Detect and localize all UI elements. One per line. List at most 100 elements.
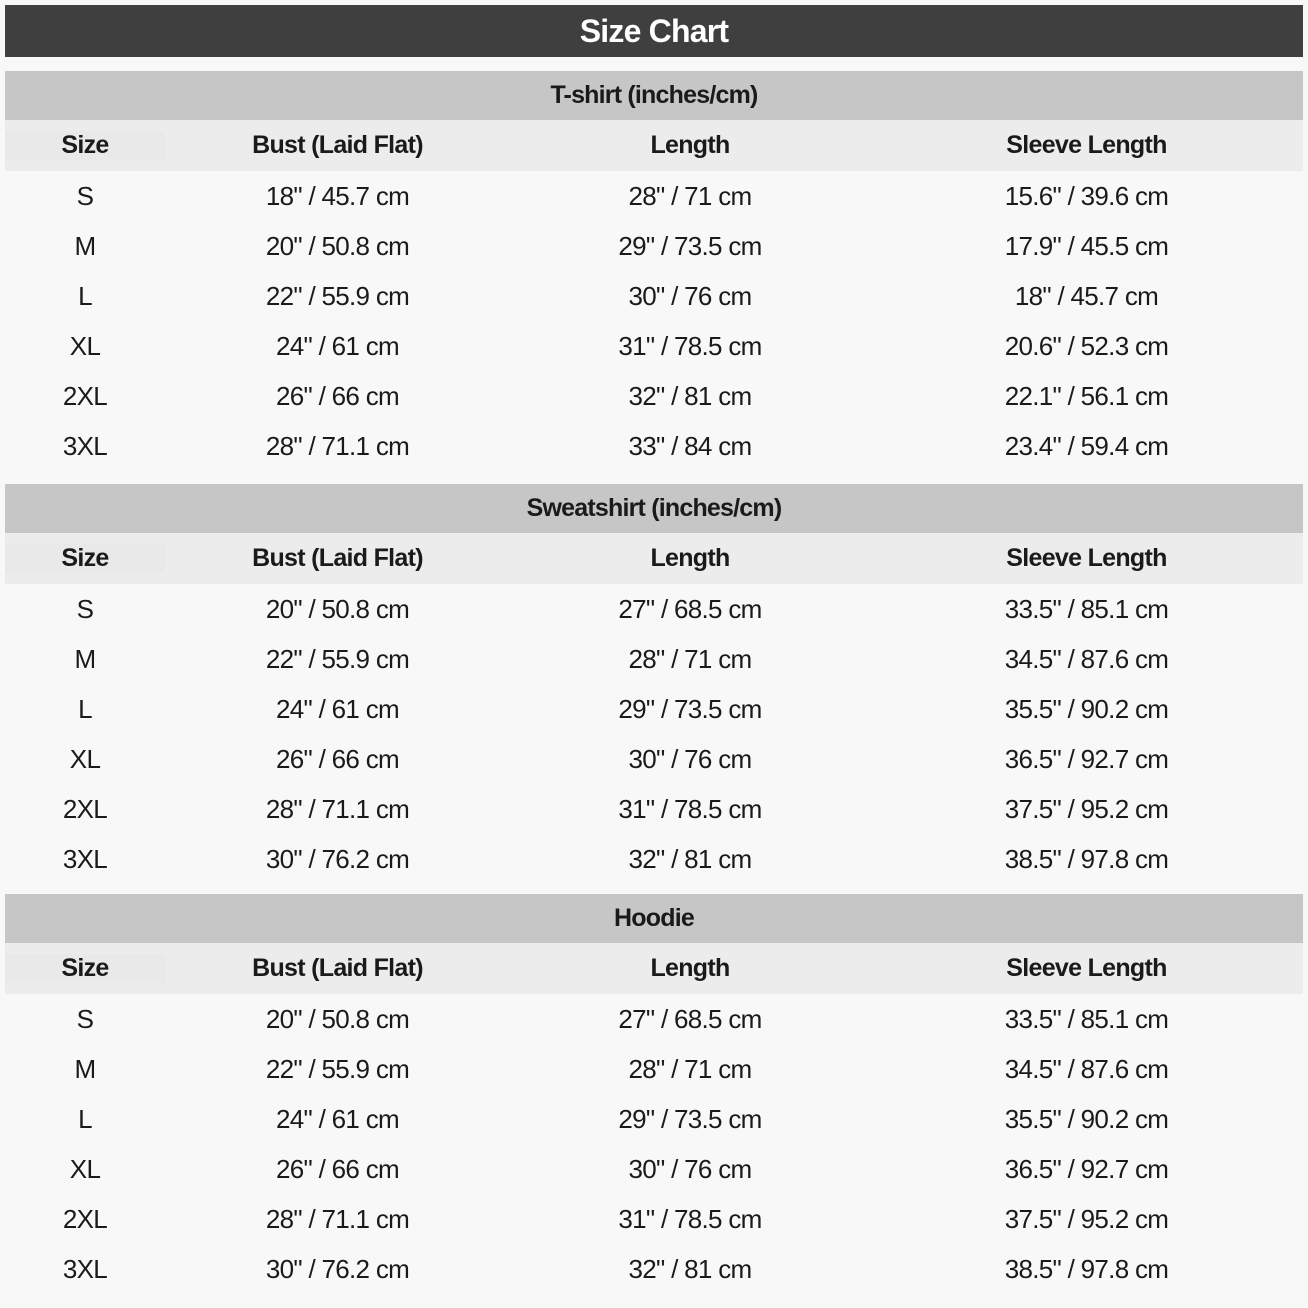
table-cell: L: [78, 280, 92, 311]
column-header: Length: [650, 131, 730, 159]
column-header: Bust (Laid Flat): [252, 131, 423, 159]
table-cell: 24" / 61 cm: [276, 693, 400, 724]
table-cell: 3XL: [62, 1253, 108, 1284]
table-cell: 32" / 81 cm: [628, 380, 753, 411]
table-cell: 28" / 71.1 cm: [265, 1203, 410, 1234]
section-title: T-shirt (inches/cm): [5, 71, 1303, 120]
table-cell: 32" / 81 cm: [628, 1253, 753, 1284]
table-cell: 36.5" / 92.7 cm: [1004, 743, 1169, 774]
column-header: Size: [5, 544, 165, 573]
table-cell: 26" / 66 cm: [276, 1153, 400, 1184]
table-cell: 17.9" / 45.5 cm: [1004, 230, 1169, 261]
table-cell: 34.5" / 87.6 cm: [1004, 1053, 1169, 1084]
size-table-section: Sweatshirt (inches/cm) Size Bust (Laid Fla…: [5, 484, 1303, 884]
section-title: Hoodie: [5, 894, 1303, 943]
table-cell: XL: [69, 1153, 101, 1184]
table-cell: 26" / 66 cm: [276, 380, 400, 411]
table-cell: 20" / 50.8 cm: [265, 230, 410, 261]
column-header: Sleeve Length: [1006, 544, 1167, 572]
table-cell: 33.5" / 85.1 cm: [1004, 1003, 1169, 1034]
table-row: 3XL 28" / 71.1 cm 33" / 84 cm 23.4" / 59.4 …: [5, 421, 1303, 471]
table-cell: M: [74, 1053, 97, 1084]
table-cell: 20" / 50.8 cm: [265, 1003, 410, 1034]
table-row: 2XL 26" / 66 cm 32" / 81 cm 22.1" / 56.1 cm: [5, 371, 1303, 421]
table-cell: 28" / 71 cm: [628, 643, 753, 674]
table-row: 3XL 30" / 76.2 cm 32" / 81 cm 38.5" / 97.8 …: [5, 834, 1303, 884]
table-cell: 30" / 76 cm: [628, 280, 753, 311]
size-table-section: T-shirt (inches/cm) Size Bust (Laid Flat) L…: [5, 71, 1303, 471]
table-cell: M: [74, 230, 97, 261]
table-header-row: Size Bust (Laid Flat) Length Sleeve Length: [5, 120, 1303, 171]
table-cell: 3XL: [62, 430, 108, 461]
table-cell: 28" / 71 cm: [628, 180, 753, 211]
table-cell: 32" / 81 cm: [628, 843, 753, 874]
table-row: M 22" / 55.9 cm 28" / 71 cm 34.5" / 87.6 cm: [5, 634, 1303, 684]
column-header: Bust (Laid Flat): [252, 954, 423, 982]
table-row: S 20" / 50.8 cm 27" / 68.5 cm 33.5" / 85.1 …: [5, 584, 1303, 634]
table-cell: 35.5" / 90.2 cm: [1004, 693, 1169, 724]
table-cell: 15.6" / 39.6 cm: [1004, 180, 1169, 211]
table-cell: 24" / 61 cm: [276, 1103, 400, 1134]
table-header-row: Size Bust (Laid Flat) Length Sleeve Length: [5, 533, 1303, 584]
table-cell: 31" / 78.5 cm: [618, 1203, 762, 1234]
table-cell: 37.5" / 95.2 cm: [1004, 1203, 1169, 1234]
table-cell: 18" / 45.7 cm: [1014, 280, 1159, 311]
table-cell: 20.6" / 52.3 cm: [1004, 330, 1169, 361]
table-row: XL 24" / 61 cm 31" / 78.5 cm 20.6" / 52.3 c…: [5, 321, 1303, 371]
column-header: Sleeve Length: [1006, 954, 1167, 982]
table-cell: 37.5" / 95.2 cm: [1004, 793, 1169, 824]
table-row: 3XL 30" / 76.2 cm 32" / 81 cm 38.5" / 97.8 …: [5, 1244, 1303, 1294]
table-cell: XL: [69, 330, 101, 361]
table-cell: 24" / 61 cm: [276, 330, 400, 361]
table-cell: XL: [69, 743, 101, 774]
table-cell: 18" / 45.7 cm: [265, 180, 410, 211]
table-row: S 18" / 45.7 cm 28" / 71 cm 15.6" / 39.6 cm: [5, 171, 1303, 221]
section-title: Sweatshirt (inches/cm): [5, 484, 1303, 533]
table-row: M 20" / 50.8 cm 29" / 73.5 cm 17.9" / 45.5 …: [5, 221, 1303, 271]
table-cell: 35.5" / 90.2 cm: [1004, 1103, 1169, 1134]
table-cell: 22" / 55.9 cm: [265, 643, 410, 674]
table-row: S 20" / 50.8 cm 27" / 68.5 cm 33.5" / 85.1 …: [5, 994, 1303, 1044]
size-table-section: Hoodie Size Bust (Laid Flat) Length Sleeve L…: [5, 894, 1303, 1294]
table-cell: 26" / 66 cm: [276, 743, 400, 774]
table-cell: 29" / 73.5 cm: [618, 693, 762, 724]
table-cell: 33" / 84 cm: [628, 430, 753, 461]
table-cell: S: [76, 1003, 94, 1034]
table-cell: 33.5" / 85.1 cm: [1004, 593, 1169, 624]
table-cell: L: [78, 693, 92, 724]
table-cell: 23.4" / 59.4 cm: [1004, 430, 1169, 461]
table-cell: 27" / 68.5 cm: [618, 593, 762, 624]
table-cell: 38.5" / 97.8 cm: [1004, 1253, 1169, 1284]
table-row: L 24" / 61 cm 29" / 73.5 cm 35.5" / 90.2 cm: [5, 684, 1303, 734]
column-header: Length: [650, 954, 730, 982]
table-cell: 28" / 71.1 cm: [265, 793, 410, 824]
table-cell: 30" / 76 cm: [628, 743, 753, 774]
table-cell: 31" / 78.5 cm: [618, 330, 762, 361]
table-cell: 22" / 55.9 cm: [265, 280, 410, 311]
table-cell: L: [78, 1103, 92, 1134]
table-cell: 30" / 76.2 cm: [265, 1253, 410, 1284]
table-cell: 3XL: [62, 843, 108, 874]
column-header: Bust (Laid Flat): [252, 544, 423, 572]
table-row: L 24" / 61 cm 29" / 73.5 cm 35.5" / 90.2 cm: [5, 1094, 1303, 1144]
table-row: XL 26" / 66 cm 30" / 76 cm 36.5" / 92.7 cm: [5, 734, 1303, 784]
table-row: 2XL 28" / 71.1 cm 31" / 78.5 cm 37.5" / 95.…: [5, 1194, 1303, 1244]
table-cell: M: [74, 643, 97, 674]
table-row: XL 26" / 66 cm 30" / 76 cm 36.5" / 92.7 cm: [5, 1144, 1303, 1194]
table-cell: 2XL: [62, 1203, 108, 1234]
column-header: Size: [5, 131, 165, 160]
column-header: Sleeve Length: [1006, 131, 1167, 159]
table-cell: 20" / 50.8 cm: [265, 593, 410, 624]
size-chart-title: Size Chart: [5, 5, 1303, 57]
table-cell: 28" / 71.1 cm: [265, 430, 410, 461]
column-header: Length: [650, 544, 730, 572]
table-cell: 34.5" / 87.6 cm: [1004, 643, 1169, 674]
table-row: L 22" / 55.9 cm 30" / 76 cm 18" / 45.7 cm: [5, 271, 1303, 321]
table-cell: 29" / 73.5 cm: [618, 1103, 762, 1134]
column-header: Size: [5, 954, 165, 983]
table-cell: 30" / 76.2 cm: [265, 843, 410, 874]
table-cell: 2XL: [62, 380, 108, 411]
table-cell: 27" / 68.5 cm: [618, 1003, 762, 1034]
table-cell: S: [76, 593, 94, 624]
table-cell: 36.5" / 92.7 cm: [1004, 1153, 1169, 1184]
